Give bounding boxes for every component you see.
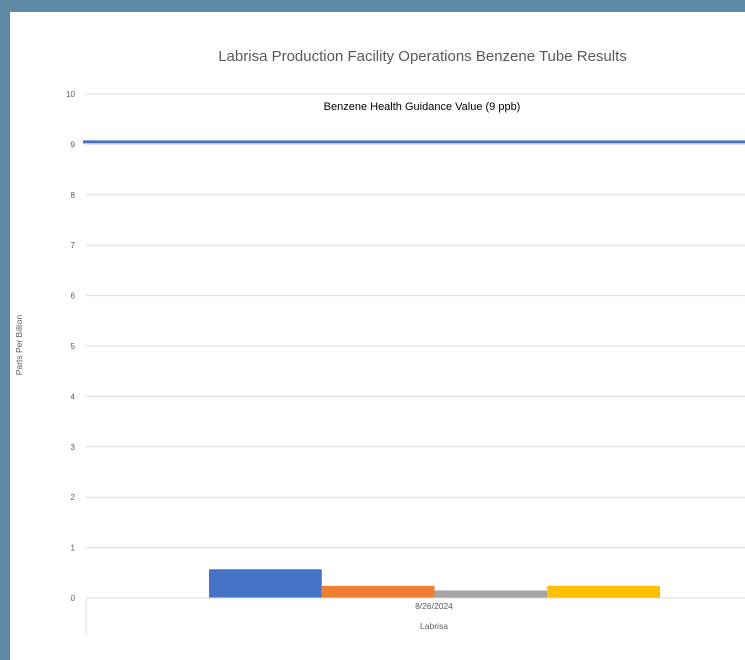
- bar: [434, 590, 548, 598]
- reference-line-label: Benzene Health Guidance Value (9 ppb): [324, 101, 521, 113]
- y-tick-labels: 0 1 2 3 4 5 6 7 8 9 10: [66, 90, 75, 603]
- bar: [209, 569, 322, 598]
- y-tick-label: 2: [71, 493, 76, 502]
- y-tick-label: 6: [71, 292, 76, 301]
- gridlines: [86, 93, 745, 549]
- y-tick-label: 9: [71, 140, 76, 149]
- x-tick-label: 8/26/2024: [415, 601, 453, 611]
- y-tick-label: 7: [71, 241, 76, 250]
- chart-title: Labrisa Production Facility Operations B…: [218, 48, 627, 65]
- y-tick-label: 5: [71, 342, 76, 351]
- y-tick-label: 0: [71, 594, 76, 603]
- x-group-label: Labrisa: [420, 621, 448, 631]
- y-tick-label: 8: [71, 191, 76, 200]
- y-tick-label: 1: [71, 544, 76, 553]
- x-axis: 8/26/2024 Labrisa: [85, 597, 745, 634]
- bars: [209, 569, 660, 598]
- bar: [547, 585, 660, 598]
- reference-line-group: Benzene Health Guidance Value (9 ppb): [83, 101, 745, 144]
- chart-frame: [10, 12, 745, 660]
- y-tick-label: 3: [71, 443, 76, 452]
- y-tick-label: 4: [71, 392, 76, 401]
- y-tick-label: 10: [66, 90, 75, 99]
- bar: [321, 585, 435, 598]
